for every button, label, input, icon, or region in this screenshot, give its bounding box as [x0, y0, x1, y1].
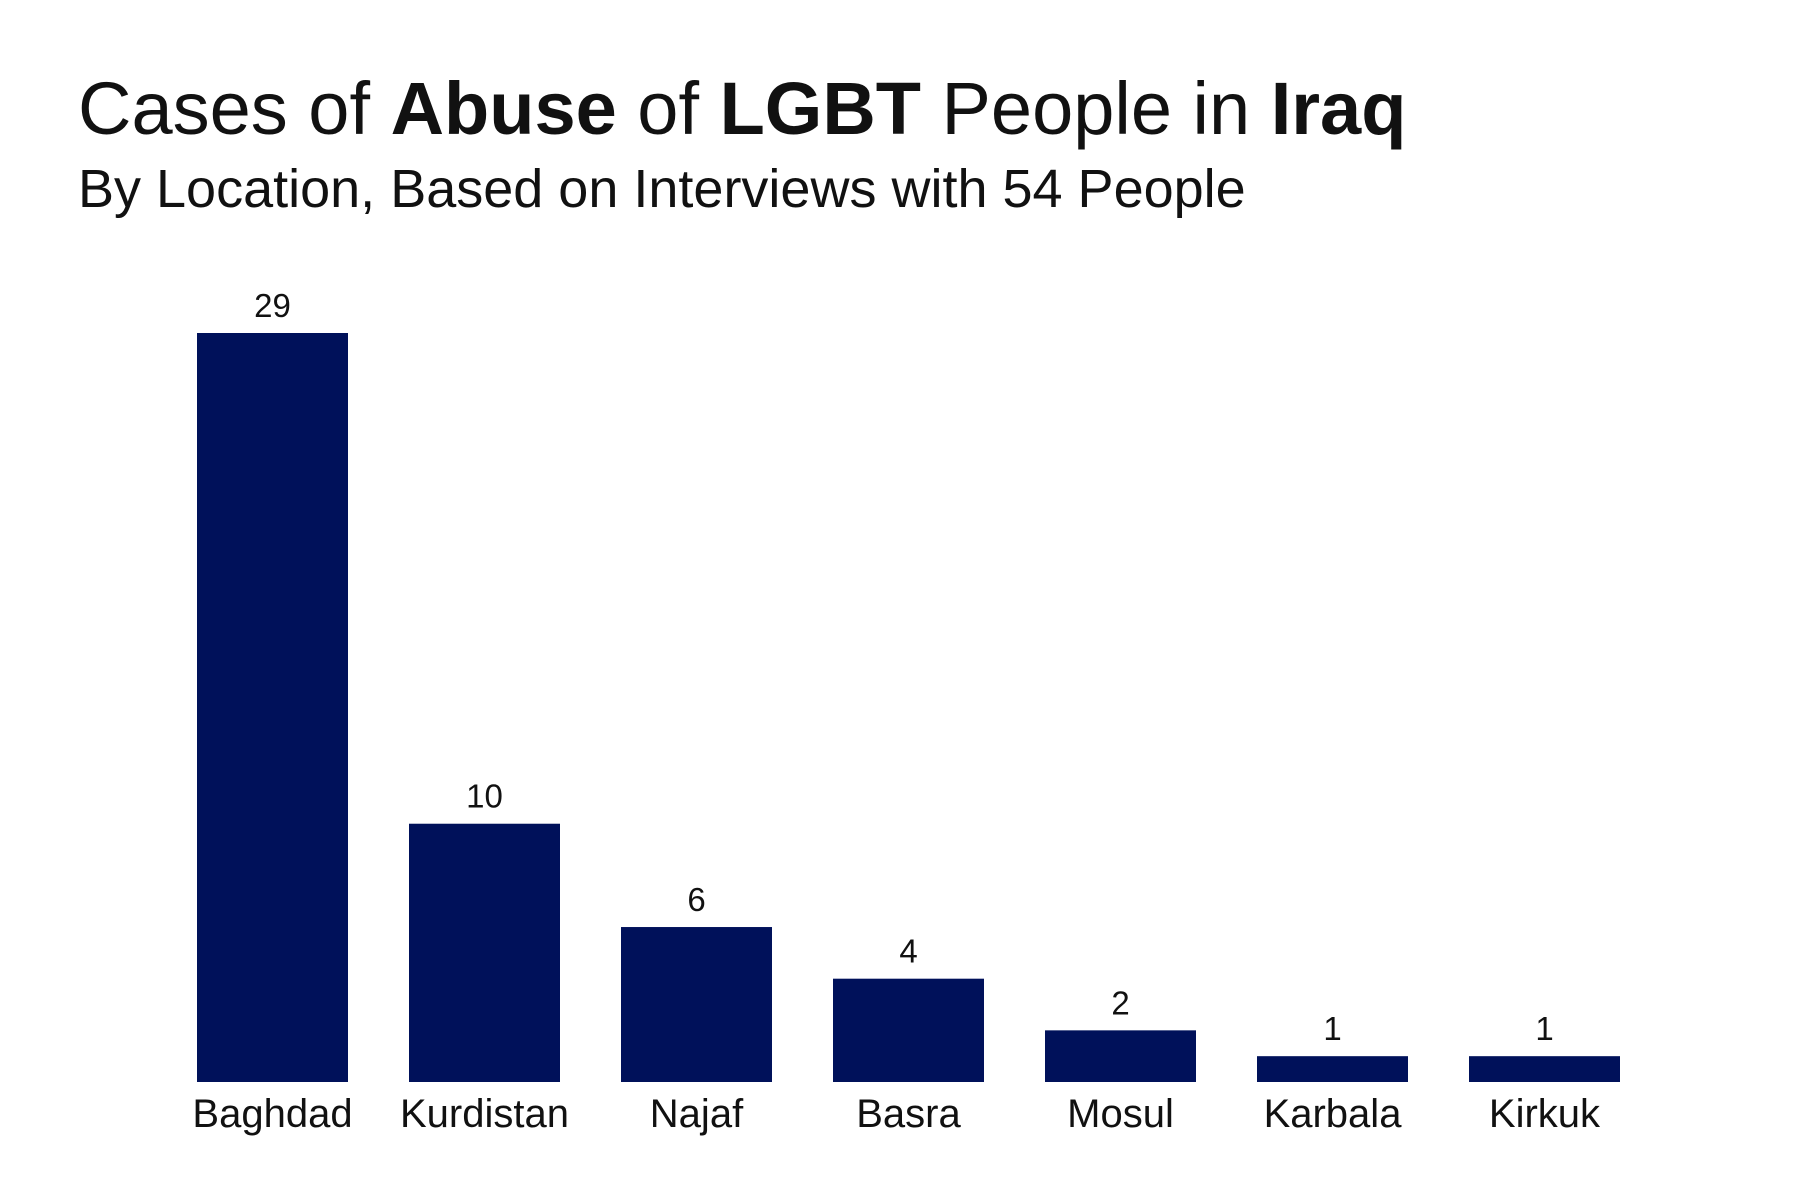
category-label: Karbala [1264, 1092, 1403, 1136]
title-part: Cases of [78, 67, 391, 150]
title-part: of [616, 67, 720, 150]
bar-najaf [621, 927, 772, 1082]
data-label: 10 [466, 778, 503, 815]
bar-karbala [1257, 1056, 1408, 1082]
data-label: 4 [899, 933, 917, 970]
bar-kirkuk [1469, 1056, 1620, 1082]
title-part: Iraq [1270, 67, 1407, 150]
bar-basra [833, 978, 984, 1082]
data-label: 1 [1535, 1010, 1553, 1047]
title-part: LGBT [719, 67, 921, 150]
data-label: 1 [1323, 1010, 1341, 1047]
category-label: Mosul [1067, 1092, 1174, 1136]
title-part: Abuse [390, 67, 617, 150]
data-label: 2 [1111, 984, 1129, 1021]
data-label: 29 [254, 287, 291, 324]
category-label: Baghdad [192, 1092, 352, 1136]
chart-subtitle: By Location, Based on Interviews with 54… [78, 159, 1246, 219]
chart-title: Cases of Abuse of LGBT People in Iraq [78, 66, 1406, 151]
category-label: Kurdistan [400, 1092, 569, 1136]
bar-baghdad [197, 333, 348, 1082]
category-label: Kirkuk [1489, 1092, 1601, 1136]
category-label: Najaf [650, 1092, 744, 1136]
category-label: Basra [856, 1092, 961, 1136]
bar-mosul [1045, 1030, 1196, 1082]
bar-kurdistan [409, 823, 560, 1082]
title-part: People in [921, 67, 1271, 150]
data-label: 6 [687, 881, 705, 918]
